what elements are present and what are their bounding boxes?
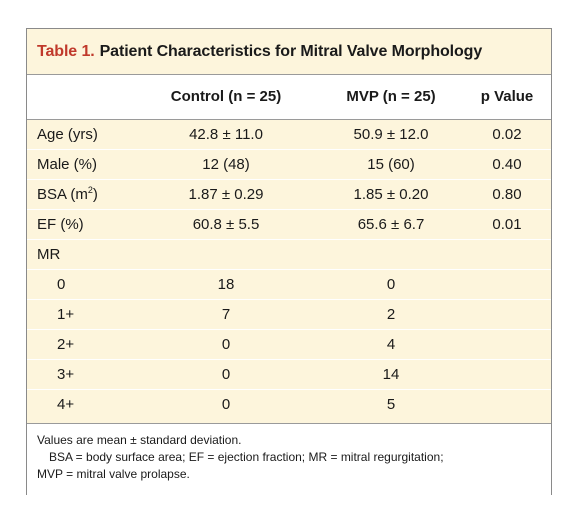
cell-mvp: 4 [386,336,396,353]
table-row-age: Age (yrs) 42.8 ± 11.0 50.9 ± 12.0 0.02 [27,120,551,150]
table-row-mr-2plus: 2+ 0 4 [27,330,551,360]
column-header-mvp: MVP (n = 25) [346,88,436,105]
cell-control: 60.8 ± 5.5 [192,216,260,233]
row-label: Male (%) [37,156,98,173]
row-label: EF (%) [37,216,84,233]
cell-control: 18 [217,276,235,293]
cell-p-value: 0.01 [492,216,522,233]
row-label: 4+ [57,396,75,413]
table-number-label: Table 1. [37,42,95,60]
row-label: 2+ [57,336,75,353]
column-header-p-value: p Value [480,88,534,105]
cell-mvp: 14 [382,366,400,383]
row-label: BSA (m2) [37,180,147,210]
cell-mvp: 0 [386,276,396,293]
cell-mvp: 15 (60) [367,156,415,173]
cell-control: 0 [221,336,231,353]
row-label: 0 [57,276,66,293]
row-label-end: ) [92,186,98,203]
row-label: 1+ [57,306,75,323]
cell-p-value: 0.02 [492,126,522,143]
table-title-bar: Table 1. Patient Characteristics for Mit… [27,29,551,75]
table-row-mr-0: 0 18 0 [27,270,551,300]
table-row-bsa: BSA (m2) 1.87 ± 0.29 1.85 ± 0.20 0.80 [27,180,551,210]
row-label: Age (yrs) [37,126,98,143]
table-body: Age (yrs) 42.8 ± 11.0 50.9 ± 12.0 0.02 M… [27,120,551,423]
cell-mvp: 65.6 ± 6.7 [357,216,425,233]
superscript: 2 [87,185,93,195]
cell-mvp: 2 [386,306,396,323]
cell-control: 7 [221,306,231,323]
table-row-mr-3plus: 3+ 0 14 [27,360,551,390]
cell-control: 12 (48) [202,156,250,173]
cell-mvp: 50.9 ± 12.0 [353,126,429,143]
table-header-row: Control (n = 25) MVP (n = 25) p Value [27,75,551,120]
row-label-text: BSA (m [37,186,88,203]
cell-control: 42.8 ± 11.0 [189,126,263,143]
row-label: 3+ [57,366,75,383]
cell-control: 0 [221,396,231,413]
cell-mvp: 5 [386,396,396,413]
table-row-mr-1plus: 1+ 7 2 [27,300,551,330]
table-row-mr-4plus: 4+ 0 5 [27,390,551,420]
table-row-male: Male (%) 12 (48) 15 (60) 0.40 [27,150,551,180]
table-footnote: Values are mean ± standard deviation. BS… [27,423,551,495]
table-row-ef: EF (%) 60.8 ± 5.5 65.6 ± 6.7 0.01 [27,210,551,240]
cell-control: 0 [221,366,231,383]
column-header-control: Control (n = 25) [170,88,282,105]
footnote-line: BSA = body surface area; EF = ejection f… [49,450,444,464]
table-row-mr: MR [27,240,551,270]
table-title: Patient Characteristics for Mitral Valve… [99,42,483,60]
row-label: MR [37,246,61,263]
cell-control: 1.87 ± 0.29 [188,186,264,203]
cell-p-value: 0.40 [492,156,522,173]
footnote-line: MVP = mitral valve prolapse. [37,467,190,481]
footnote-line: Values are mean ± standard deviation. [37,433,242,447]
table-container: Table 1. Patient Characteristics for Mit… [26,28,552,495]
cell-p-value: 0.80 [492,186,522,203]
cell-mvp: 1.85 ± 0.20 [353,186,429,203]
